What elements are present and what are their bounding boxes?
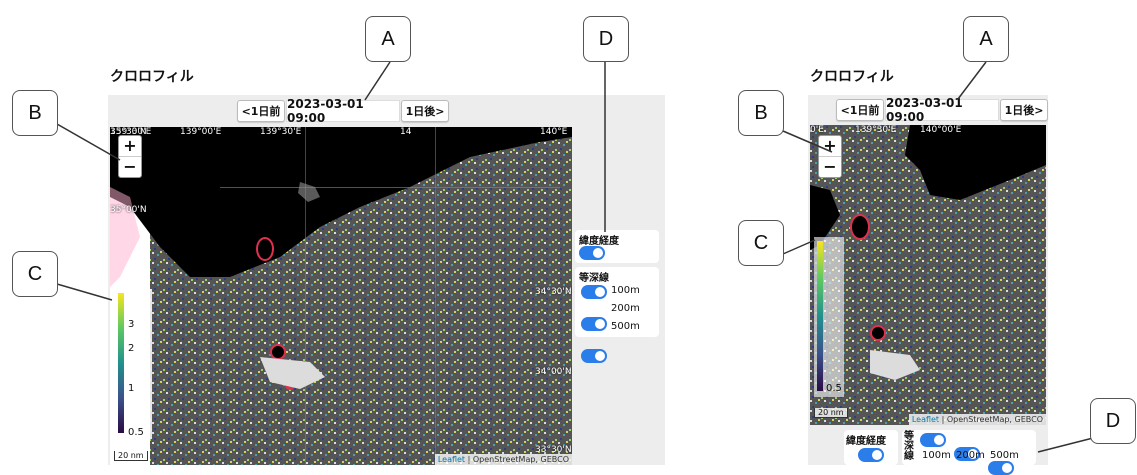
left-lat-label-3: 34°30'N [535, 287, 572, 297]
left-isobath-200-toggle[interactable] [581, 317, 607, 331]
left-colorbar-tick-3: 3 [128, 319, 135, 330]
left-colorbar: 3 2 1 0.5 [114, 289, 152, 439]
right-prev-day-button[interactable]: <1日前 [836, 99, 884, 121]
right-isobath-200-label: 200m [956, 450, 985, 461]
callout-d-right: D [1090, 398, 1136, 444]
right-colorbar-gradient [817, 241, 823, 391]
left-map[interactable]: 139°30'E 139°00'E 139°30'E 14 140°E 35°3… [110, 127, 572, 465]
right-isobath-500-label: 500m [990, 450, 1019, 461]
right-latlon-control: 緯度経度 [844, 430, 898, 465]
left-isobath-100-label: 100m [611, 285, 640, 296]
left-lat-label-4: 34°00'N [535, 367, 572, 377]
chevron-left-icon: < [241, 104, 251, 118]
chevron-right-icon: > [1034, 103, 1044, 117]
callout-c-right: C [738, 220, 784, 266]
right-isobath-500-toggle[interactable] [988, 461, 1014, 475]
left-attribution: Leaflet | OpenStreetMap, GEBCO [434, 454, 572, 465]
callout-a-right: A [963, 16, 1009, 62]
right-lon-label-1: 0'E [810, 125, 824, 135]
right-zoom-out-button[interactable]: − [819, 156, 841, 177]
left-lon-label-4: 14 [400, 127, 412, 137]
right-lon-label-2: 139°30'E [855, 125, 897, 135]
callout-d-left: D [583, 16, 629, 62]
attribution-text: | OpenStreetMap, GEBCO [467, 455, 569, 464]
right-latlon-toggle[interactable] [858, 448, 884, 462]
right-next-day-button[interactable]: 1日後 > [1000, 99, 1048, 121]
left-colorbar-tick-05: 0.5 [128, 427, 144, 438]
right-isobath-200-toggle[interactable] [954, 447, 980, 461]
left-lon-label-2: 139°00'E [180, 127, 222, 137]
left-lon-label-1: 139°30'E [110, 127, 152, 137]
left-lat-label-1: 35°30'N [110, 127, 147, 137]
left-lat-label-5: 33°30'N [535, 445, 572, 455]
right-isobath-100-toggle[interactable] [920, 433, 946, 447]
left-zoom-in-button[interactable]: + [123, 136, 137, 155]
left-isobath-500-toggle[interactable] [581, 349, 607, 363]
right-map-tiles [810, 125, 1046, 425]
left-latlon-control: 緯度経度 [575, 230, 659, 263]
right-attribution: Leaflet | OpenStreetMap, GEBCO [908, 414, 1046, 425]
left-zoom-out-button[interactable]: − [119, 156, 141, 177]
left-scale-bar: 20 nm [114, 451, 148, 461]
left-latlon-toggle[interactable] [579, 246, 605, 260]
left-isobath-100-toggle[interactable] [581, 285, 607, 299]
left-isobath-control: 等深線 100m 200m 500m [575, 267, 659, 363]
left-next-day-button[interactable]: 1日後 > [401, 100, 449, 122]
left-isobath-200-label: 200m [611, 303, 640, 314]
right-isobath-control: 等深線 100m 200m 500m [902, 430, 1036, 475]
left-isobath-500-label: 500m [611, 321, 640, 332]
callout-a-left: A [365, 16, 411, 62]
right-panel-title: クロロフィル [810, 69, 894, 85]
right-isobath-100-label: 100m [922, 450, 951, 461]
left-prev-day-button[interactable]: <1日前 [237, 100, 285, 122]
right-zoom-control: + − [818, 135, 842, 178]
chevron-right-icon: > [435, 104, 445, 118]
right-latlon-title: 緯度経度 [846, 436, 886, 447]
left-lat-label-2: 35°00'N [110, 205, 147, 215]
right-isobath-title: 等深線 [904, 431, 914, 462]
left-colorbar-gradient [118, 293, 124, 433]
leaflet-link[interactable]: Leaflet [911, 415, 940, 424]
callout-b-left: B [12, 90, 58, 136]
right-map[interactable]: 0'E 139°30'E 140°00'E + − 0.5 20 nm Leaf… [810, 125, 1046, 425]
callout-c-left: C [12, 251, 58, 297]
attribution-text: | OpenStreetMap, GEBCO [941, 415, 1043, 424]
right-scale-bar: 20 nm [814, 408, 848, 418]
left-isobath-title: 等深線 [579, 273, 609, 284]
left-lon-label-5: 140°E [540, 127, 568, 137]
right-colorbar-tick-05: 0.5 [826, 383, 842, 394]
left-zoom-control: + − [118, 135, 142, 178]
left-lon-label-3: 139°30'E [260, 127, 302, 137]
right-zoom-in-button[interactable]: + [823, 136, 837, 155]
right-lon-label-3: 140°00'E [920, 125, 962, 135]
left-map-tiles [110, 127, 572, 465]
left-panel-title: クロロフィル [110, 69, 194, 85]
right-colorbar: 0.5 [814, 237, 844, 397]
chevron-left-icon: < [840, 103, 850, 117]
left-latlon-title: 緯度経度 [579, 236, 619, 247]
leaflet-link[interactable]: Leaflet [437, 455, 466, 464]
left-date-display: 2023-03-01 09:00 [286, 97, 400, 125]
right-date-display: 2023-03-01 09:00 [885, 96, 999, 124]
left-colorbar-tick-1: 1 [128, 383, 135, 394]
left-colorbar-tick-2: 2 [128, 343, 135, 354]
callout-b-right: B [738, 90, 784, 136]
